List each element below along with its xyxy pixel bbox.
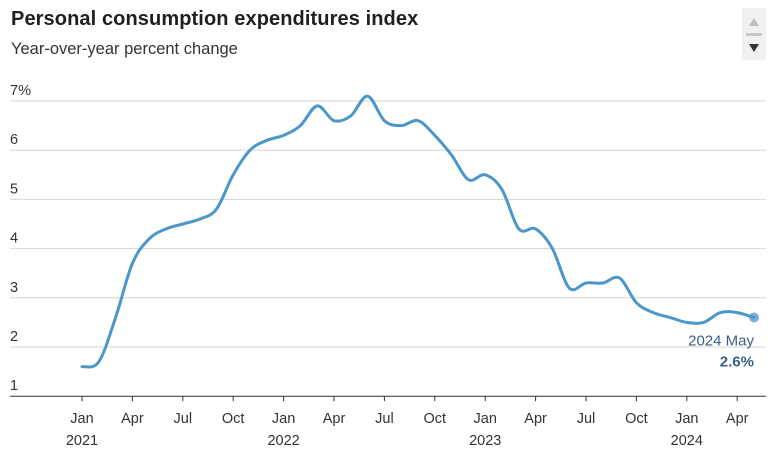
x-tick-year-label: 2024 <box>671 433 703 449</box>
x-tick-label: Apr <box>323 411 346 427</box>
x-tick-label: Oct <box>625 411 648 427</box>
x-tick-label: Jul <box>174 411 193 427</box>
scroll-track <box>746 33 762 36</box>
series-layer <box>80 94 759 369</box>
annotation-date-label: 2024 May <box>688 332 754 349</box>
legend-scroller[interactable] <box>742 8 766 60</box>
chart-subtitle: Year-over-year percent change <box>11 40 238 58</box>
x-tick-label: Oct <box>424 411 447 427</box>
x-tick-label: Apr <box>524 411 547 427</box>
y-tick-label: 2 <box>10 329 18 345</box>
x-tick-label: Apr <box>726 411 749 427</box>
last-point-marker <box>749 312 759 323</box>
x-tick-label: Jan <box>675 411 698 427</box>
x-tick-label: Apr <box>121 411 144 427</box>
x-tick-label: Jul <box>375 411 394 427</box>
y-tick-label: 6 <box>10 132 18 148</box>
x-tick-label: Jan <box>70 411 93 427</box>
y-tick-label: 7% <box>10 83 31 99</box>
series-line <box>80 94 756 369</box>
end-annotation: 2024 May 2.6% <box>688 332 754 370</box>
x-tick-year-label: 2021 <box>66 433 98 449</box>
x-tick-year-label: 2023 <box>469 433 501 449</box>
y-tick-label: 3 <box>10 280 18 296</box>
chart-title: Personal consumption expenditures index <box>11 8 419 30</box>
grid-lines <box>10 100 766 348</box>
y-tick-label: 4 <box>10 231 18 247</box>
x-tick-label: Jul <box>577 411 596 427</box>
scroll-down-arrow-icon[interactable] <box>749 44 759 52</box>
x-tick-label: Jan <box>474 411 497 427</box>
annotation-value-label: 2.6% <box>720 353 754 370</box>
x-tick-label: Oct <box>222 411 245 427</box>
y-tick-label: 5 <box>10 181 18 197</box>
scroll-up-arrow-icon[interactable] <box>749 18 759 26</box>
x-axis: Jan 2021 Apr Jul Oct Jan 2022 Apr Jul Oct Jan 2023 A… <box>10 395 766 449</box>
y-tick-label: 1 <box>10 378 18 394</box>
x-tick-year-label: 2022 <box>267 433 299 449</box>
x-tick-label: Jan <box>272 411 295 427</box>
y-axis-ticks: 7% 6 5 4 3 2 1 <box>10 83 31 394</box>
